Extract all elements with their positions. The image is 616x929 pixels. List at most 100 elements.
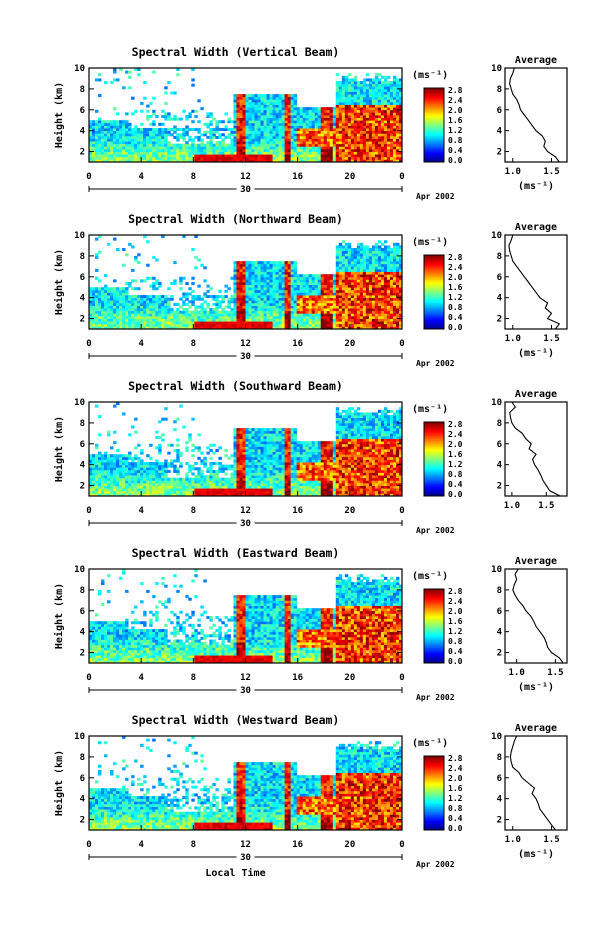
heatmap-cell [380, 141, 385, 145]
heatmap-cell [377, 310, 382, 314]
heatmap-cell [350, 255, 355, 259]
heatmap-cell [146, 326, 150, 330]
heatmap-cell [329, 117, 334, 121]
heatmap-cell [227, 146, 231, 150]
heatmap-cell [110, 128, 114, 132]
heatmap-cell [350, 282, 355, 286]
heatmap-cell [377, 130, 382, 134]
heatmap-cell [281, 300, 286, 304]
heatmap-cell [191, 154, 195, 158]
heatmap-cell [341, 128, 346, 132]
heatmap-cell [269, 271, 273, 275]
heatmap-cell [335, 133, 340, 137]
heatmap-cell [350, 308, 355, 312]
heatmap-cell [347, 315, 352, 319]
heatmap-cell [338, 148, 343, 152]
heatmap-cell [332, 289, 337, 293]
heatmap-cell [149, 326, 153, 330]
heatmap-cell [338, 109, 343, 113]
heatmap-cell [242, 271, 246, 275]
colorbar-segment [424, 313, 444, 316]
heatmap-cell [95, 323, 99, 327]
heatmap-cell [287, 148, 292, 152]
heatmap-cell [305, 135, 310, 139]
heatmap-cell [194, 128, 198, 132]
heatmap-cell [221, 310, 225, 314]
heatmap-cell [107, 289, 111, 293]
heatmap-cell [326, 284, 331, 288]
heatmap-cell [251, 141, 255, 145]
heatmap-cell [320, 279, 325, 283]
heatmap-cell [362, 321, 367, 325]
heatmap-cell [218, 148, 222, 152]
heatmap-cell [365, 250, 370, 254]
heatmap-cell [104, 143, 108, 147]
heatmap-cell [92, 148, 96, 152]
heatmap-cell [302, 148, 307, 152]
heatmap-cell [380, 326, 385, 330]
heatmap-cell [323, 282, 328, 286]
heatmap-cell [368, 300, 373, 304]
heatmap-cell [122, 295, 126, 299]
heatmap-cell [197, 318, 201, 322]
heatmap-cell [248, 154, 252, 158]
heatmap-cell [149, 305, 153, 309]
heatmap-cell [128, 143, 132, 147]
heatmap-cell [107, 302, 111, 306]
heatmap-cell [122, 313, 126, 317]
heatmap-cell [356, 96, 361, 100]
heatmap-cell [317, 128, 322, 132]
heatmap-cell [104, 488, 108, 492]
heatmap-cell [152, 287, 156, 291]
heatmap-cell [290, 101, 295, 105]
heatmap-cell [227, 315, 231, 319]
heatmap-cell [203, 313, 207, 317]
heatmap-cell [323, 297, 328, 301]
heatmap-cell [104, 313, 108, 317]
heatmap-cell [110, 446, 114, 450]
heatmap-cell [179, 154, 183, 158]
heatmap-cell [176, 138, 180, 142]
heatmap-cell [245, 274, 249, 278]
heatmap-cell [353, 295, 358, 299]
heatmap-cell [143, 310, 147, 314]
heatmap-cell [254, 271, 258, 275]
heatmap-cell [131, 425, 135, 429]
heatmap-cell [242, 148, 246, 152]
heatmap-cell [152, 133, 156, 137]
heatmap-cell [179, 318, 183, 322]
heatmap-cell [272, 284, 276, 288]
heatmap-cell [284, 284, 289, 288]
heatmap-cell [215, 128, 219, 132]
heatmap-cell [128, 477, 132, 481]
heatmap-cell [185, 125, 189, 129]
heatmap-cell [314, 282, 319, 286]
heatmap-cell [281, 112, 286, 116]
heatmap-cell [233, 96, 237, 100]
heatmap-cell [371, 112, 376, 116]
heatmap-cell [278, 112, 283, 116]
heatmap-cell [107, 318, 111, 322]
heatmap-cell [101, 493, 105, 497]
heatmap-cell [296, 109, 301, 113]
heatmap-cell [254, 326, 258, 330]
heatmap-cell [353, 156, 358, 160]
heatmap-cell [194, 295, 198, 299]
heatmap-cell [290, 109, 295, 113]
heatmap-cell [308, 128, 313, 132]
heatmap-cell [95, 443, 99, 447]
heatmap-cell [311, 133, 316, 137]
heatmap-cell [110, 292, 114, 296]
heatmap-cell [359, 107, 364, 111]
heatmap-cell [134, 295, 138, 299]
heatmap-cell [113, 159, 117, 163]
heatmap-cell [287, 292, 292, 296]
colorbar-tick-label: 1.2 [448, 293, 463, 302]
heatmap-cell [344, 99, 349, 103]
heatmap-cell [263, 141, 267, 145]
heatmap-cell [296, 117, 301, 121]
heatmap-cell [377, 250, 382, 254]
heatmap-cell [341, 83, 346, 87]
heatmap-cell [311, 279, 316, 283]
heatmap-cell [386, 159, 391, 163]
